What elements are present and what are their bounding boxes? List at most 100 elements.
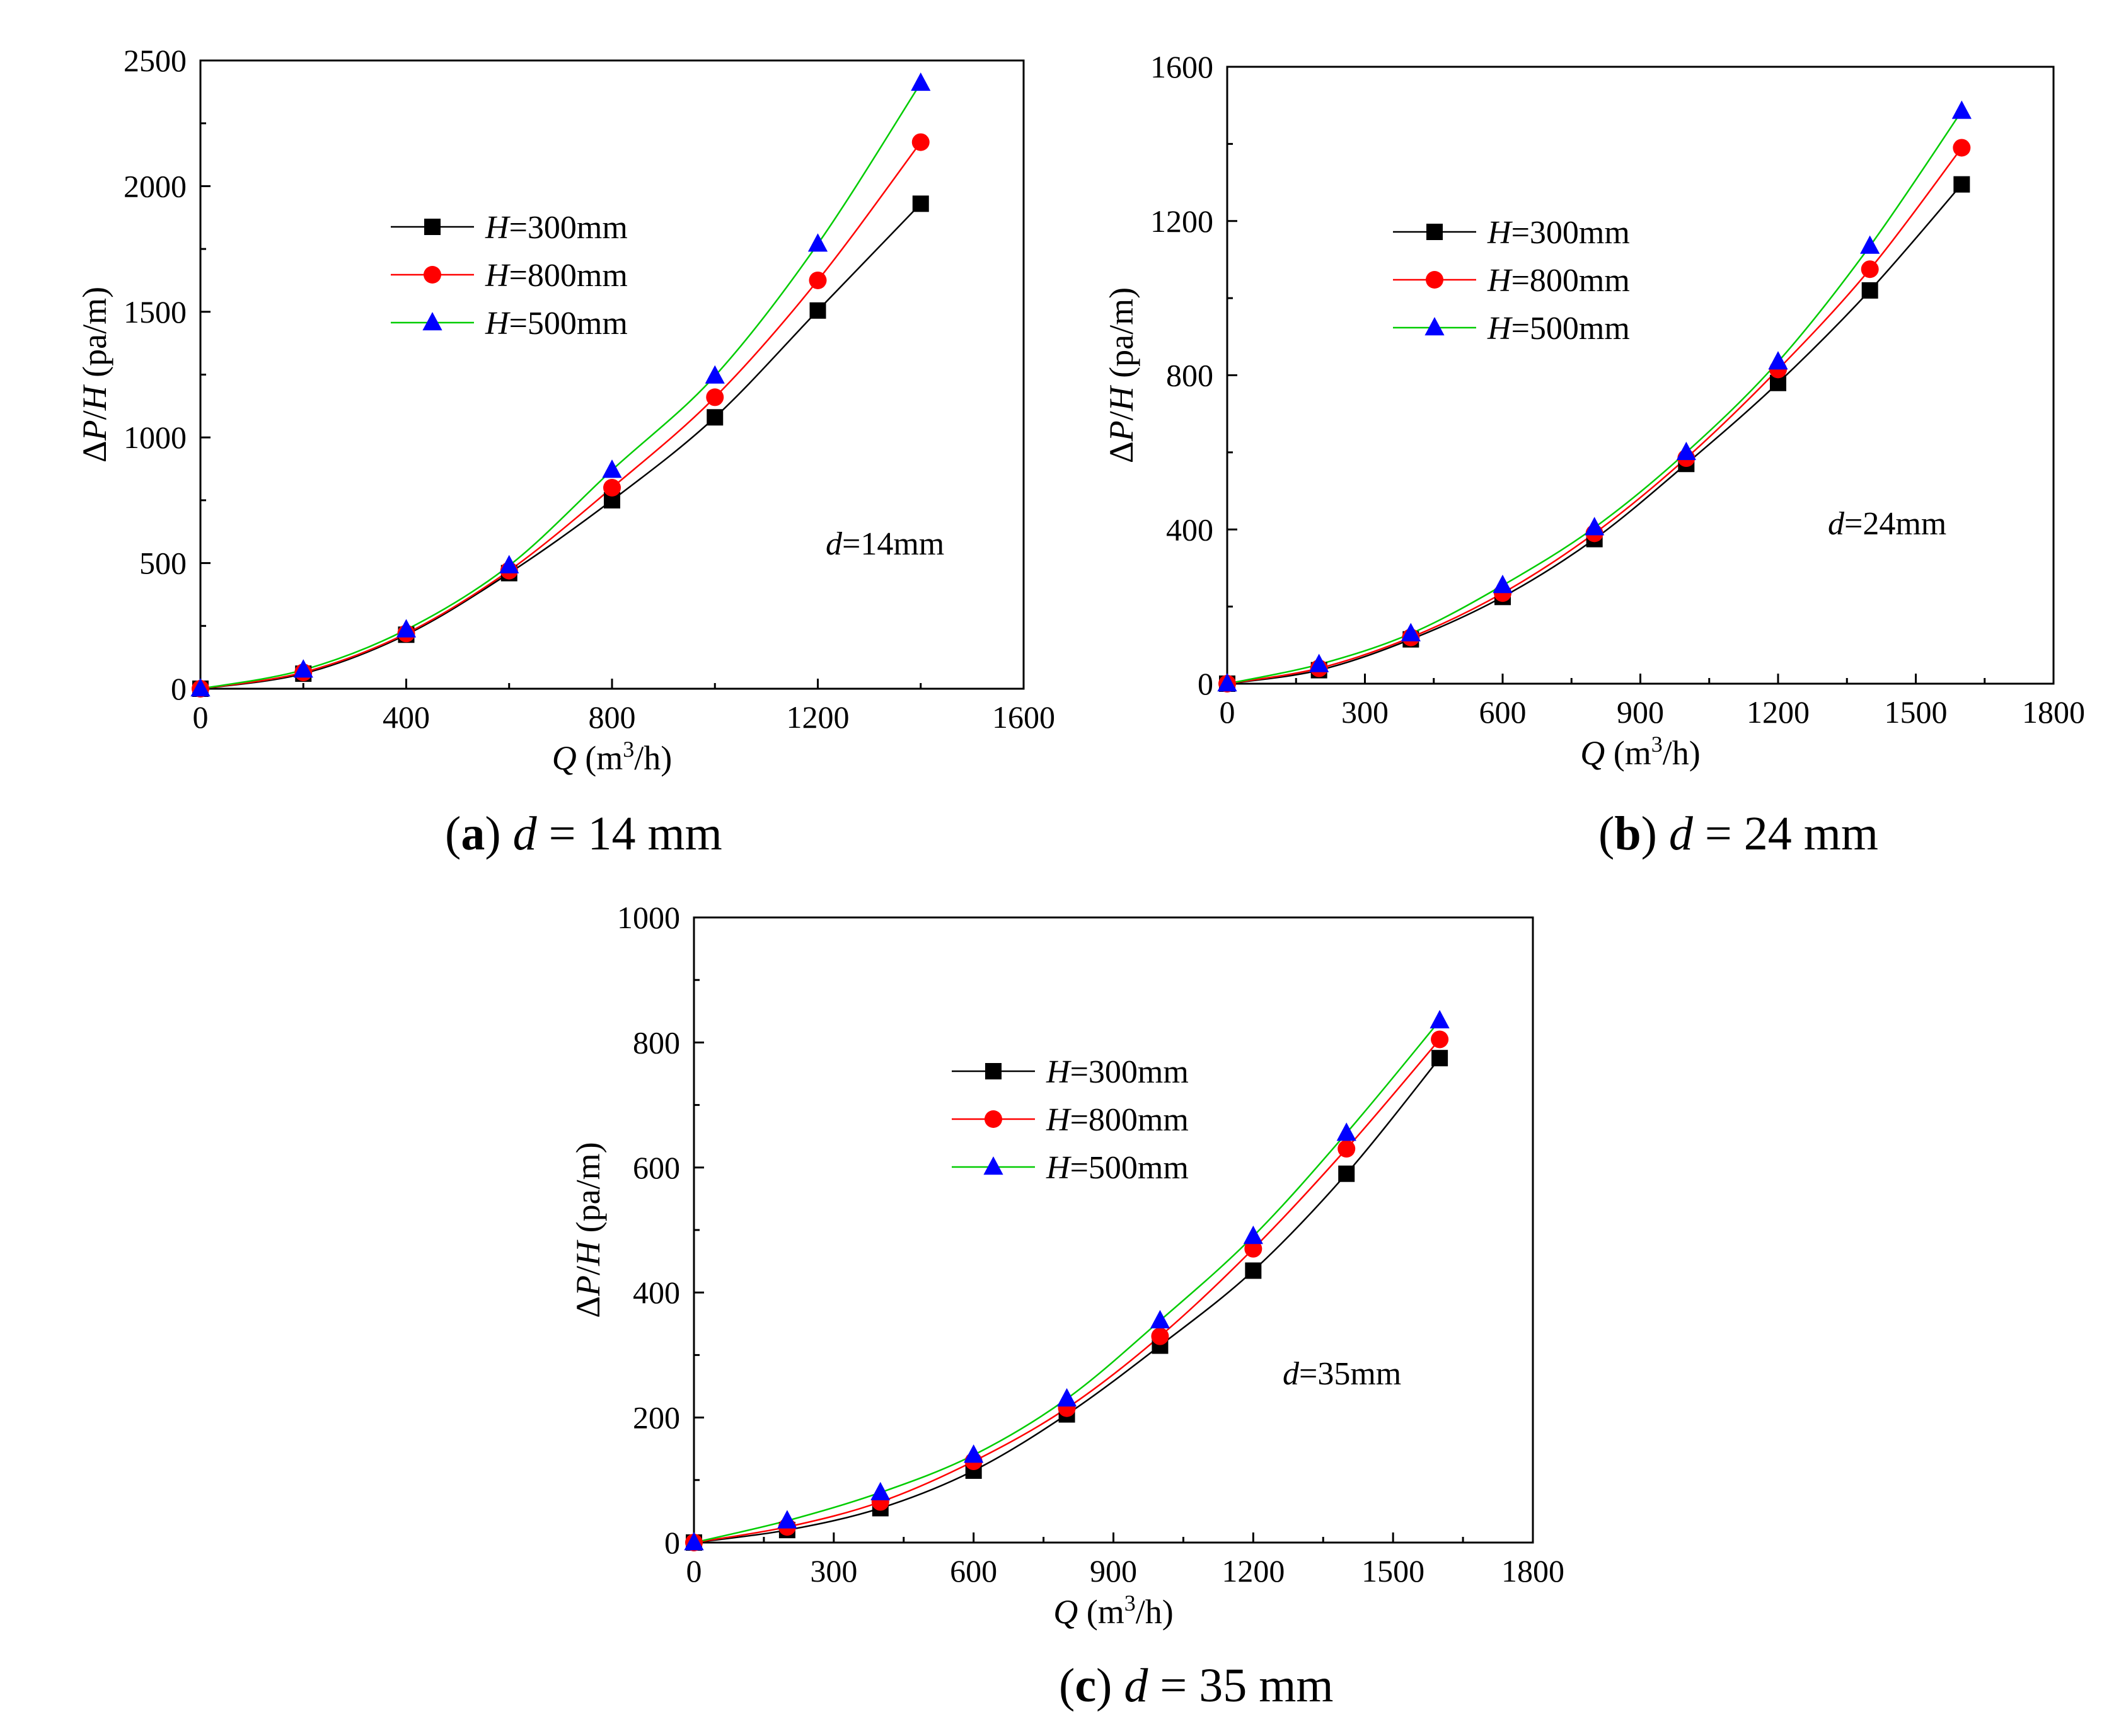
legend-marker — [985, 1110, 1002, 1128]
data-point-h-500mm — [293, 659, 313, 678]
data-point-h-500mm — [1056, 1388, 1077, 1407]
data-point-h-500mm — [964, 1444, 984, 1463]
data-point-h-800mm — [706, 388, 724, 406]
data-point-h-500mm — [1951, 100, 1972, 119]
y-tick-label: 2000 — [124, 168, 187, 204]
data-point-h-500mm — [807, 233, 828, 252]
data-point-h-500mm — [870, 1481, 891, 1500]
data-point-h-300mm — [809, 302, 826, 319]
y-tick-label: 1600 — [1150, 49, 1213, 84]
legend-marker — [424, 266, 441, 284]
data-point-h-800mm — [1953, 139, 1971, 157]
data-point-h-300mm — [1861, 282, 1878, 299]
series-line-h-500mm — [693, 1020, 1441, 1544]
y-tick-label: 2500 — [124, 43, 187, 78]
data-point-h-300mm — [707, 409, 724, 426]
y-tick-label: 200 — [633, 1400, 680, 1435]
legend-label: H=800mm — [1487, 263, 1630, 299]
x-axis-title: Q (m3/h) — [1580, 732, 1701, 772]
data-point-h-800mm — [1431, 1030, 1449, 1049]
legend-marker — [983, 1156, 1003, 1175]
data-point-h-800mm — [1151, 1327, 1169, 1345]
diameter-annotation: d=24mm — [1828, 506, 1946, 542]
data-point-h-500mm — [1493, 575, 1513, 594]
data-point-h-300mm — [1338, 1165, 1355, 1182]
panel-caption: (a) d = 14 mm — [445, 807, 722, 860]
legend-marker — [1426, 271, 1443, 289]
legend-marker — [1426, 224, 1443, 240]
y-tick-label: 400 — [633, 1275, 680, 1310]
x-tick-label: 0 — [1220, 694, 1235, 730]
series-line-h-800mm — [1227, 147, 1963, 685]
data-point-h-300mm — [1245, 1262, 1262, 1279]
data-point-h-500mm — [1150, 1309, 1170, 1329]
legend-label: H=500mm — [485, 306, 628, 342]
data-point-h-500mm — [602, 459, 622, 478]
x-tick-label: 900 — [1617, 694, 1664, 730]
x-tick-label: 900 — [1090, 1553, 1137, 1589]
y-tick-label: 800 — [1166, 358, 1213, 393]
series-line-h-800mm — [693, 1038, 1441, 1544]
x-tick-label: 1500 — [1361, 1553, 1424, 1589]
legend-marker — [985, 1063, 1002, 1079]
data-point-h-800mm — [603, 478, 621, 497]
y-tick-label: 600 — [633, 1150, 680, 1185]
legend-marker — [424, 219, 441, 235]
data-point-h-500mm — [1309, 653, 1329, 672]
panel-caption: (b) d = 24 mm — [1598, 807, 1878, 860]
data-point-h-500mm — [499, 555, 519, 573]
plot-frame — [693, 916, 1534, 1544]
series-line-h-300mm — [693, 1057, 1441, 1544]
y-tick-label: 1000 — [124, 420, 187, 455]
y-tick-label: 1500 — [124, 294, 187, 330]
x-tick-label: 400 — [383, 699, 430, 735]
x-tick-label: 600 — [1479, 694, 1527, 730]
data-point-h-300mm — [1431, 1050, 1448, 1067]
x-axis-title: Q (m3/h) — [1053, 1590, 1174, 1631]
data-point-h-500mm — [1401, 623, 1421, 641]
data-point-h-800mm — [1861, 260, 1879, 279]
y-axis-title: ΔP/H (pa/m) — [1102, 287, 1140, 463]
legend-marker — [422, 312, 442, 331]
data-point-h-500mm — [1676, 441, 1696, 461]
data-point-h-500mm — [1243, 1225, 1263, 1245]
data-point-h-500mm — [190, 678, 211, 697]
x-axis-title: Q (m3/h) — [552, 737, 673, 777]
data-point-h-500mm — [684, 1532, 704, 1551]
data-point-h-300mm — [912, 195, 929, 212]
y-tick-label: 0 — [171, 671, 187, 706]
data-point-h-500mm — [1336, 1122, 1356, 1141]
x-tick-label: 1600 — [992, 699, 1055, 735]
legend-label: H=300mm — [485, 210, 628, 246]
data-point-h-500mm — [1768, 351, 1788, 370]
y-tick-label: 800 — [633, 1025, 680, 1060]
x-tick-label: 0 — [193, 699, 209, 735]
data-point-h-800mm — [1337, 1140, 1356, 1158]
x-tick-label: 1800 — [1501, 1553, 1564, 1589]
legend-label: H=800mm — [1046, 1102, 1189, 1138]
x-tick-label: 300 — [810, 1553, 857, 1589]
diameter-annotation: d=35mm — [1283, 1356, 1401, 1392]
data-point-h-500mm — [705, 365, 725, 384]
data-point-h-500mm — [911, 72, 931, 91]
x-tick-label: 1500 — [1885, 694, 1948, 730]
chart-panel-a: 0 400 800 1200 1600 0 500 1000 1500 2000 2500 Q (m3… — [76, 43, 1055, 860]
x-tick-label: 600 — [950, 1553, 997, 1589]
x-tick-label: 300 — [1341, 694, 1389, 730]
legend-label: H=300mm — [1046, 1054, 1189, 1090]
data-point-h-500mm — [1860, 235, 1880, 254]
x-tick-label: 1200 — [1222, 1553, 1285, 1589]
series-line-h-500mm — [1227, 110, 1963, 685]
series-line-h-500mm — [200, 83, 921, 690]
data-point-h-300mm — [1953, 176, 1970, 193]
y-tick-label: 500 — [139, 546, 187, 581]
series-line-h-300mm — [1227, 183, 1963, 685]
chart-panel-c: 0 300 600 900 1200 1500 1800 0 200 400 600 800 1000 Q… — [569, 900, 1564, 1712]
chart-panel-b: 0 300 600 900 1200 1500 1800 0 400 800 1200 1600 Q (… — [1102, 49, 2085, 860]
y-tick-label: 400 — [1166, 512, 1213, 547]
legend-label: H=500mm — [1487, 311, 1630, 347]
data-point-h-500mm — [1430, 1009, 1450, 1028]
y-tick-label: 0 — [664, 1525, 680, 1560]
x-tick-label: 0 — [686, 1553, 702, 1589]
